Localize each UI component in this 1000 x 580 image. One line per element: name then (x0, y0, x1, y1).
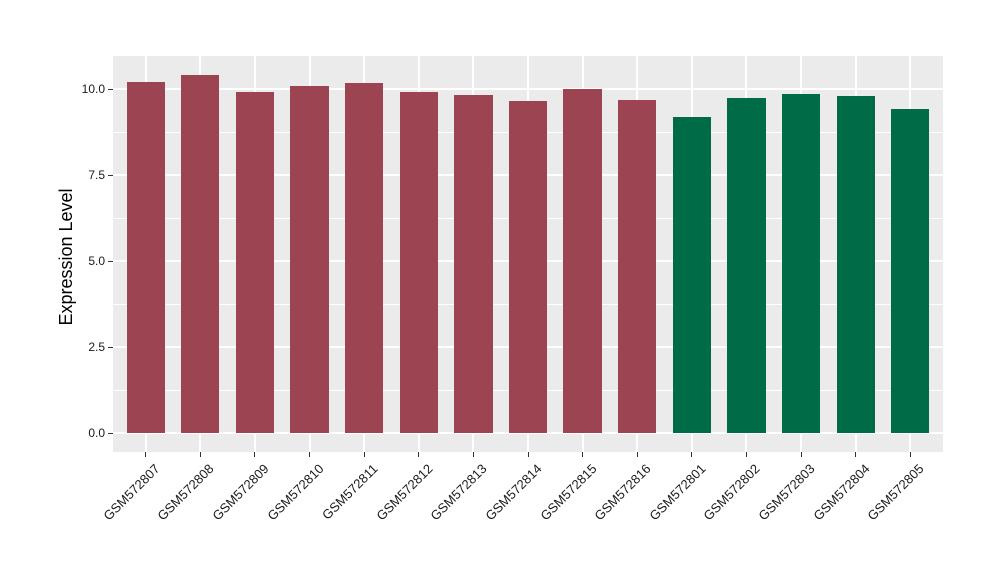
bar-GSM572815 (563, 89, 602, 434)
x-tick-label-GSM572814: GSM572814 (482, 461, 545, 524)
y-tick-mark (108, 260, 113, 262)
x-tick-label-GSM572809: GSM572809 (209, 461, 272, 524)
y-tick-mark (108, 88, 113, 90)
y-tick-label: 2.5 (88, 340, 105, 355)
bar-GSM572814 (508, 100, 548, 434)
x-tick-label-GSM572805: GSM572805 (864, 461, 927, 524)
bar-GSM572807 (126, 82, 165, 434)
x-tick-mark (800, 452, 802, 457)
bar-GSM572805 (891, 108, 930, 434)
x-tick-mark (745, 452, 747, 457)
major-gridline (113, 88, 943, 91)
x-tick-mark (254, 452, 256, 457)
x-tick-mark (909, 452, 911, 457)
x-tick-label-GSM572812: GSM572812 (373, 461, 436, 524)
bar-GSM572810 (290, 85, 329, 434)
major-gridline (113, 432, 943, 435)
bar-GSM572816 (618, 100, 657, 434)
x-tick-mark (418, 452, 420, 457)
bar-GSM572801 (672, 117, 711, 434)
x-tick-mark (527, 452, 529, 457)
x-tick-label-GSM572815: GSM572815 (536, 461, 600, 524)
x-tick-mark (363, 452, 365, 457)
x-tick-label-GSM572810: GSM572810 (263, 461, 327, 524)
y-tick-mark (108, 174, 113, 176)
bar-GSM572813 (454, 94, 493, 434)
bar-GSM572802 (727, 98, 766, 434)
x-tick-mark (199, 452, 201, 457)
bar-GSM572808 (181, 74, 220, 434)
x-tick-label-GSM572808: GSM572808 (154, 461, 217, 524)
bar-GSM572809 (235, 92, 275, 434)
x-tick-mark (855, 452, 857, 457)
x-tick-label-GSM572801: GSM572801 (646, 461, 709, 524)
x-tick-label-GSM572804: GSM572804 (810, 461, 873, 524)
x-tick-mark (309, 452, 311, 457)
x-tick-label-GSM572802: GSM572802 (700, 461, 764, 524)
x-tick-label-GSM572816: GSM572816 (591, 461, 654, 524)
x-tick-mark (691, 452, 693, 457)
x-tick-label-GSM572803: GSM572803 (755, 461, 818, 524)
y-tick-label: 7.5 (88, 168, 105, 183)
y-tick-label: 5.0 (88, 254, 105, 269)
y-tick-label: 10.0 (81, 82, 105, 97)
x-tick-mark (636, 452, 638, 457)
x-tick-label-GSM572813: GSM572813 (427, 461, 490, 524)
y-tick-label: 0.0 (88, 426, 105, 441)
y-tick-mark (108, 346, 113, 348)
bar-GSM572811 (345, 82, 384, 434)
x-tick-mark (472, 452, 474, 457)
bar-GSM572803 (781, 93, 821, 434)
x-tick-mark (145, 452, 147, 457)
plot-panel (113, 56, 943, 452)
x-tick-mark (582, 452, 584, 457)
y-tick-mark (108, 432, 113, 434)
bar-GSM572812 (399, 92, 438, 434)
x-tick-label-GSM572807: GSM572807 (100, 461, 163, 524)
x-tick-label-GSM572811: GSM572811 (319, 461, 381, 523)
bar-GSM572804 (836, 95, 875, 434)
